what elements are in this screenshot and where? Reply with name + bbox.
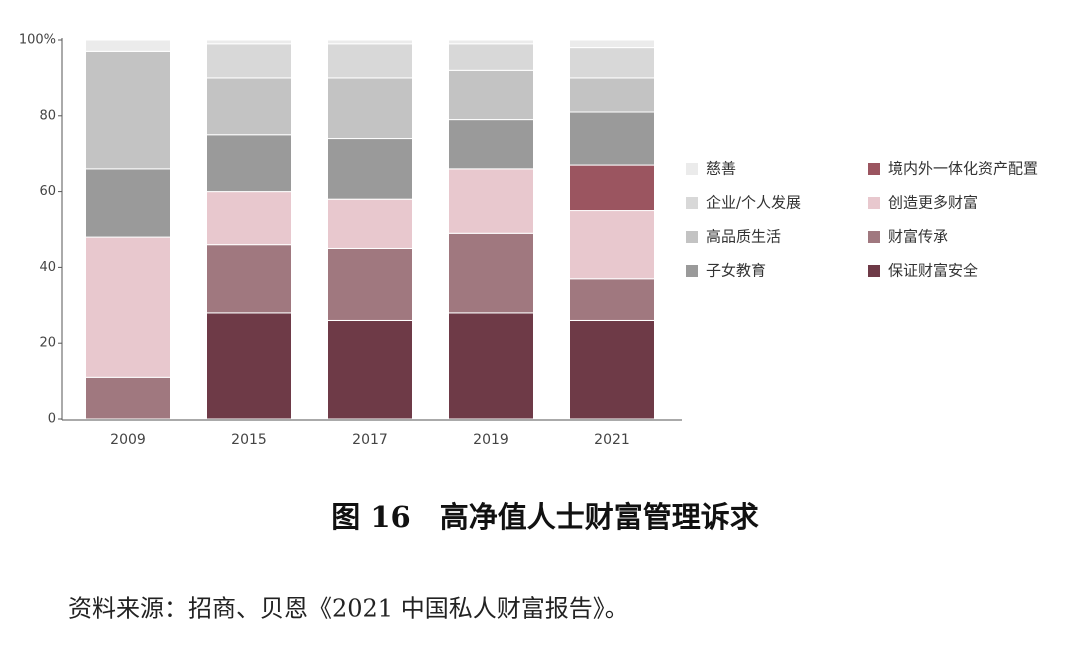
legend-swatch [686, 231, 698, 243]
bar-segment [569, 210, 655, 280]
bar-segment [85, 168, 171, 238]
legend-label: 高品质生活 [706, 228, 781, 246]
bar-segment [569, 164, 655, 212]
y-tick-label: 60 [39, 184, 56, 199]
bar-segment [206, 244, 292, 314]
legend-swatch [868, 231, 880, 243]
bar-segment [206, 43, 292, 79]
bar-segment [327, 77, 413, 140]
bar-segment [448, 39, 534, 45]
source-note: 资料来源：招商、贝恩《2021 中国私人财富报告》。 [68, 595, 629, 623]
bar-segment [206, 312, 292, 420]
y-tick-label: 0 [48, 412, 56, 427]
legend-swatch [868, 265, 880, 277]
bar-segment [327, 39, 413, 45]
x-tick-label: 2021 [594, 432, 630, 448]
legend-label: 保证财富安全 [888, 262, 978, 280]
legend-label: 慈善 [706, 160, 736, 178]
bar-segment [85, 236, 171, 378]
bar-segment [327, 247, 413, 321]
y-tick-label: 40 [39, 260, 56, 275]
bar-segment [448, 232, 534, 314]
legend-swatch [686, 197, 698, 209]
legend-swatch [686, 265, 698, 277]
bar-segment [206, 39, 292, 45]
bar-segment [206, 77, 292, 136]
legend-swatch [686, 163, 698, 175]
y-tick-label: 100% [19, 33, 56, 48]
bar-segment [448, 69, 534, 121]
bar-segment [569, 319, 655, 420]
legend-label: 企业/个人发展 [706, 194, 801, 212]
y-tick-label: 20 [39, 336, 56, 351]
x-tick-label: 2015 [231, 432, 267, 448]
legend-swatch [868, 197, 880, 209]
bar-segment [448, 168, 534, 234]
legend-label: 财富传承 [888, 228, 948, 246]
x-tick-label: 2019 [473, 432, 509, 448]
bar-segment [327, 319, 413, 420]
bar-segment [448, 43, 534, 71]
legend-label: 子女教育 [706, 262, 766, 280]
x-tick-label: 2009 [110, 432, 146, 448]
bar-segment [206, 191, 292, 246]
bar-segment [569, 278, 655, 321]
legend-swatch [868, 163, 880, 175]
chart-title: 图 16 高净值人士财富管理诉求 [331, 500, 758, 534]
bar-segment [85, 39, 171, 52]
bar-segment [85, 376, 171, 420]
bar-segment [327, 198, 413, 249]
bar-segment [85, 50, 171, 170]
bar-segment [327, 43, 413, 79]
bar-segment [569, 77, 655, 113]
bar-segment [448, 119, 534, 170]
bar-segment [569, 47, 655, 79]
x-tick-label: 2017 [352, 432, 388, 448]
legend-label: 境内外一体化资产配置 [888, 160, 1038, 178]
y-tick-label: 80 [39, 108, 56, 123]
bar-segment [569, 111, 655, 166]
bar-segment [448, 312, 534, 420]
bar-segment [206, 134, 292, 193]
legend-label: 创造更多财富 [888, 194, 978, 212]
bar-segment [327, 138, 413, 200]
bar-segment [569, 39, 655, 49]
